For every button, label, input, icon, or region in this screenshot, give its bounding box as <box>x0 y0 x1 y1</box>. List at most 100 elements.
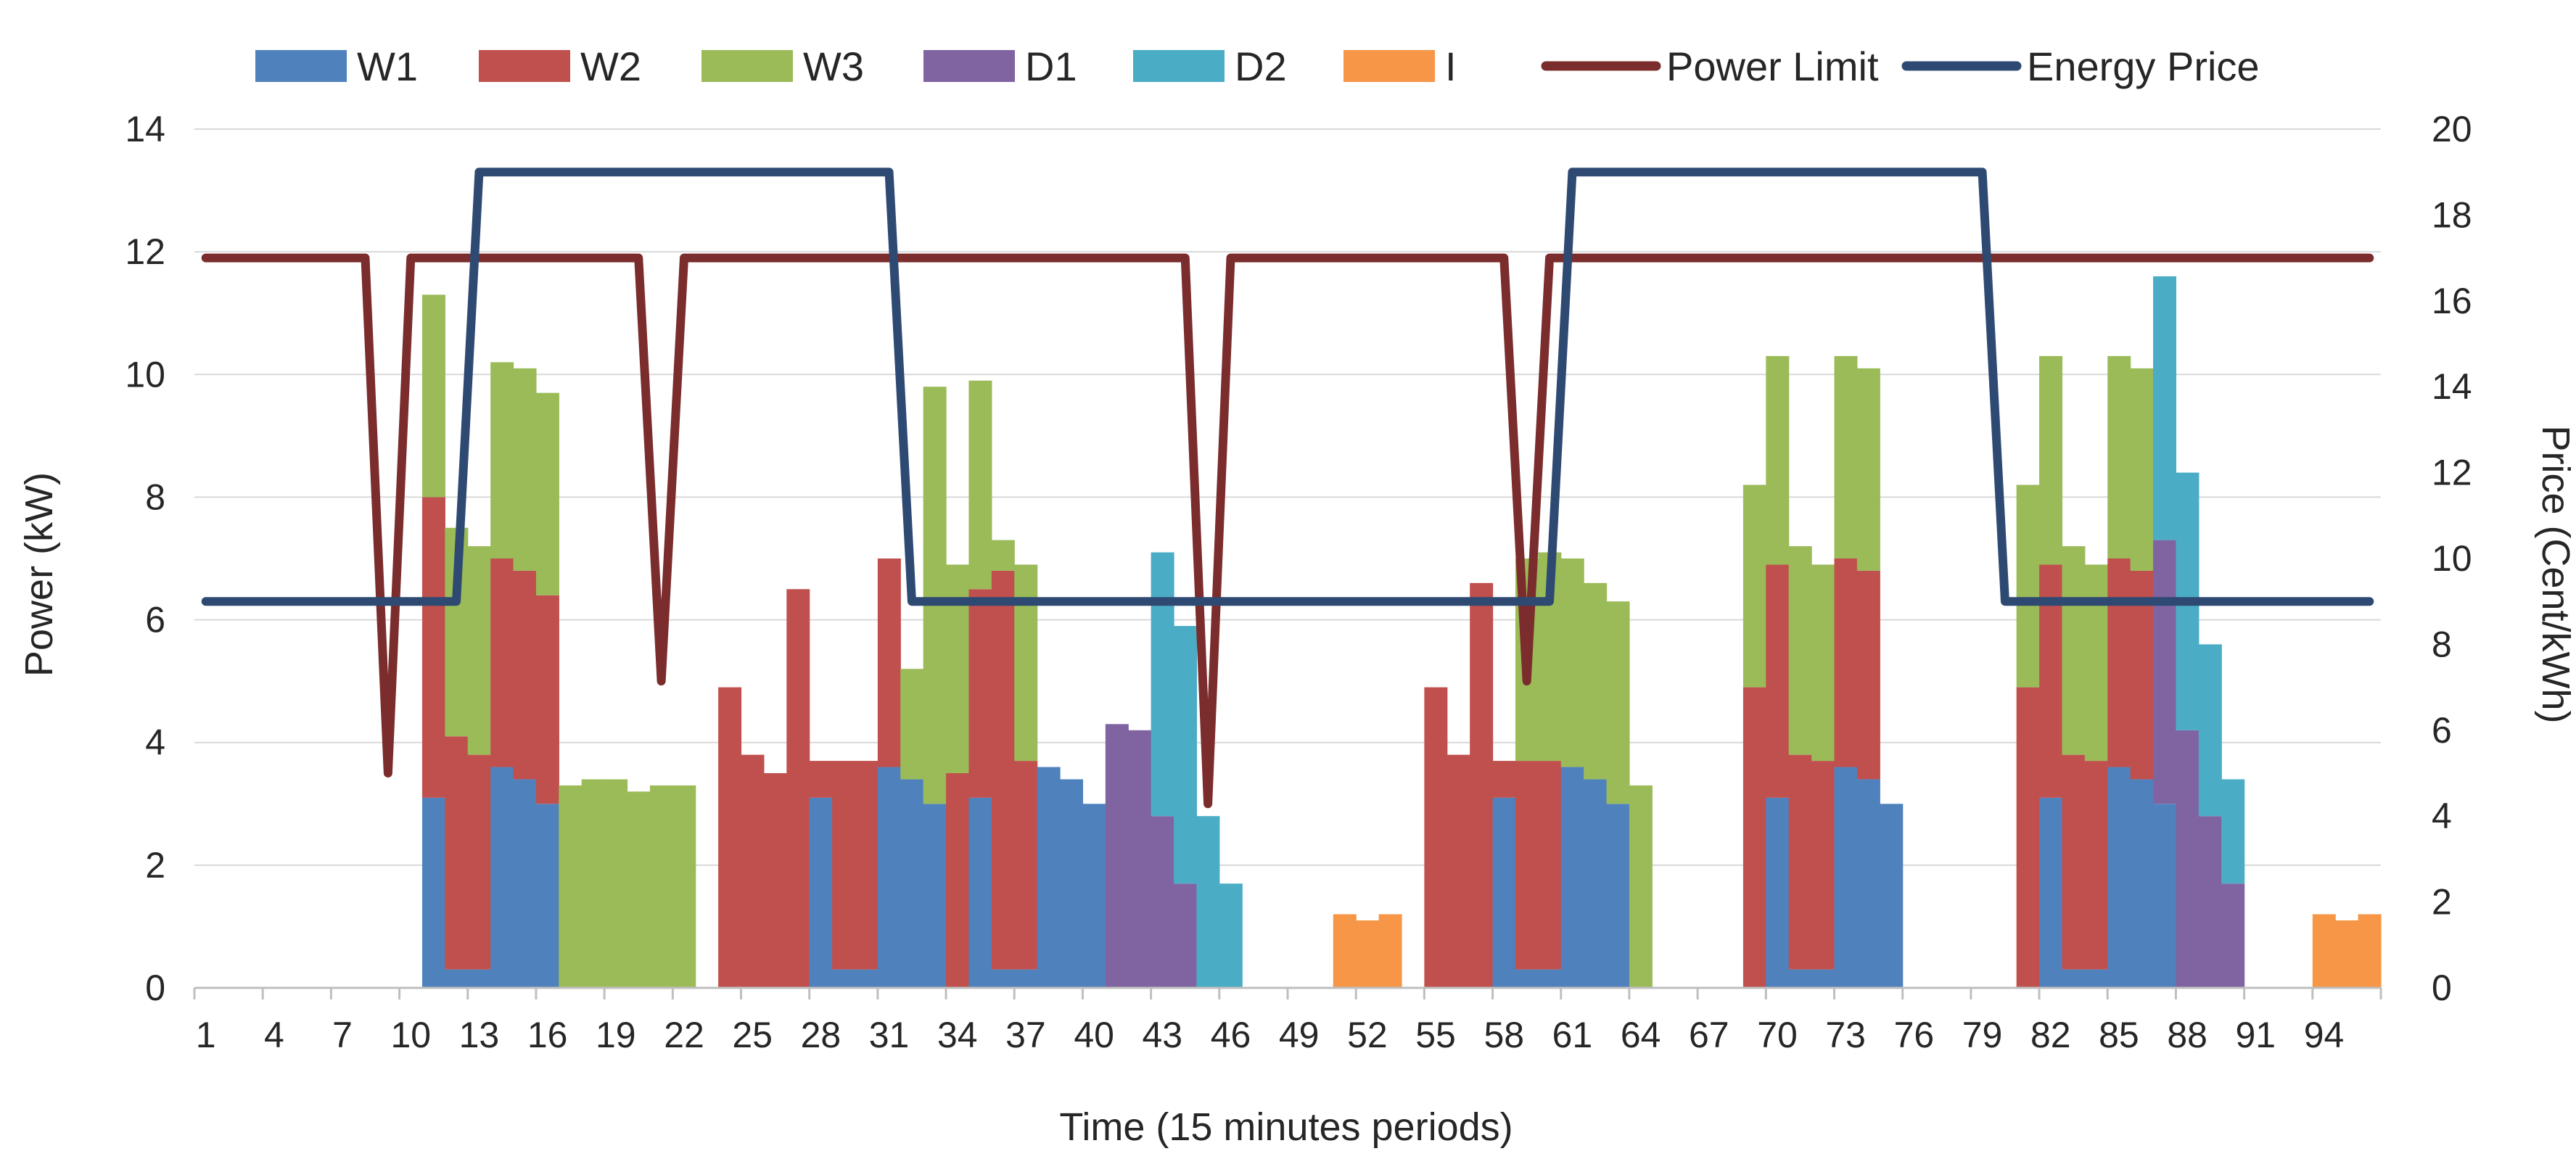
bar-w1-13 <box>467 969 491 988</box>
x-tick-label: 1 <box>196 1015 216 1055</box>
bar-w3-84 <box>2084 564 2108 762</box>
y2-tick-label: 18 <box>2432 194 2472 235</box>
bar-w2-72 <box>1811 761 1835 970</box>
y-tick-label: 4 <box>145 722 165 763</box>
x-tick-label: 67 <box>1689 1015 1729 1055</box>
legend-label: D1 <box>1025 44 1077 89</box>
bar-d1-89 <box>2198 816 2222 988</box>
legend-label: W2 <box>580 44 641 89</box>
x-tick-label: 55 <box>1415 1015 1456 1055</box>
x-tick-label: 46 <box>1211 1015 1251 1055</box>
bar-d2-43 <box>1151 552 1174 817</box>
bar-w1-31 <box>877 767 901 988</box>
bar-w1-59 <box>1515 969 1539 988</box>
bar-w2-28 <box>809 761 833 798</box>
y2-tick-label: 0 <box>2432 968 2452 1008</box>
bar-w2-36 <box>991 570 1015 970</box>
x-tick-label: 43 <box>1143 1015 1183 1055</box>
bar-w2-57 <box>1470 582 1494 988</box>
bar-w2-24 <box>718 687 742 988</box>
x-axis-title: Time (15 minutes periods) <box>1059 1105 1513 1149</box>
x-tick-label: 64 <box>1621 1015 1661 1055</box>
bar-w2-85 <box>2107 558 2131 767</box>
legend-label: I <box>1445 44 1457 89</box>
y-tick-label: 10 <box>125 354 165 395</box>
y2-tick-label: 10 <box>2432 538 2472 579</box>
y2-tick-label: 6 <box>2432 710 2452 751</box>
x-tick-label: 34 <box>937 1015 978 1055</box>
bar-w2-13 <box>467 754 491 970</box>
bar-w3-82 <box>2039 355 2063 565</box>
x-tick-label: 88 <box>2167 1015 2207 1055</box>
bar-w3-62 <box>1584 582 1608 780</box>
x-tick-label: 94 <box>2304 1015 2345 1055</box>
bar-w1-61 <box>1560 767 1584 988</box>
bar-w2-14 <box>490 558 514 767</box>
y-tick-label: 6 <box>145 600 165 640</box>
x-tick-label: 4 <box>264 1015 284 1055</box>
bar-w2-16 <box>535 595 559 804</box>
bar-w2-71 <box>1788 754 1812 970</box>
bar-d2-90 <box>2221 779 2245 884</box>
x-tick-label: 49 <box>1279 1015 1320 1055</box>
bar-d2-45 <box>1196 816 1220 988</box>
bar-w1-28 <box>809 797 833 988</box>
bar-w3-69 <box>1742 484 1766 688</box>
bar-w3-20 <box>627 791 651 988</box>
bar-w2-35 <box>968 589 992 798</box>
bar-w3-36 <box>991 540 1015 571</box>
bar-w3-16 <box>535 392 559 595</box>
series-lines <box>201 168 2374 809</box>
legend-label: D2 <box>1235 44 1287 89</box>
bar-w2-73 <box>1834 558 1858 767</box>
bar-w1-75 <box>1880 804 1904 988</box>
bar-w3-19 <box>604 779 628 988</box>
bar-w3-74 <box>1856 368 1880 571</box>
bar-i-51 <box>1333 914 1357 988</box>
bar-w1-74 <box>1856 779 1880 988</box>
bar-w1-35 <box>968 797 992 988</box>
bar-w2-83 <box>2062 754 2086 970</box>
legend-swatch-d2 <box>1133 50 1225 82</box>
x-tick-label: 13 <box>459 1015 500 1055</box>
bar-w3-63 <box>1606 601 1630 804</box>
bar-w1-73 <box>1834 767 1858 988</box>
bar-w3-81 <box>2016 484 2040 688</box>
legend-swatch-d1 <box>923 50 1015 82</box>
bar-w2-55 <box>1424 687 1448 988</box>
legend-label: W1 <box>357 44 418 89</box>
bar-w1-60 <box>1538 969 1562 988</box>
legend-swatch-w3 <box>701 50 793 82</box>
bar-w2-74 <box>1856 570 1880 780</box>
bar-w1-32 <box>900 779 924 988</box>
y2-tick-label: 16 <box>2432 281 2472 321</box>
y2-tick-label: 12 <box>2432 453 2472 493</box>
bar-w3-73 <box>1834 355 1858 558</box>
x-tick-label: 85 <box>2099 1015 2139 1055</box>
bar-w1-29 <box>832 969 856 988</box>
x-tick-label: 22 <box>664 1015 704 1055</box>
bar-w2-29 <box>832 761 856 970</box>
y-tick-label: 8 <box>145 477 165 517</box>
y2-axis-title: Price (Cent/kWh) <box>2534 425 2576 723</box>
legend-swatch-i <box>1343 50 1435 82</box>
bar-w3-14 <box>490 362 514 558</box>
legend-label: Power Limit <box>1666 44 1879 89</box>
bar-w2-56 <box>1447 754 1470 988</box>
bar-i-95 <box>2335 920 2359 988</box>
bar-w2-27 <box>786 589 810 988</box>
bar-d1-43 <box>1151 816 1174 988</box>
bar-w3-13 <box>467 546 491 755</box>
bar-w2-58 <box>1492 761 1516 798</box>
legend-swatch-w2 <box>479 50 570 82</box>
x-tick-label: 16 <box>527 1015 568 1055</box>
x-tick-label: 70 <box>1757 1015 1798 1055</box>
bar-w1-11 <box>421 797 445 988</box>
bar-w3-83 <box>2062 546 2086 755</box>
line-energy-price <box>201 168 2374 606</box>
bar-d2-87 <box>2153 276 2177 540</box>
bar-d1-42 <box>1128 730 1152 988</box>
bar-w1-63 <box>1606 804 1630 988</box>
